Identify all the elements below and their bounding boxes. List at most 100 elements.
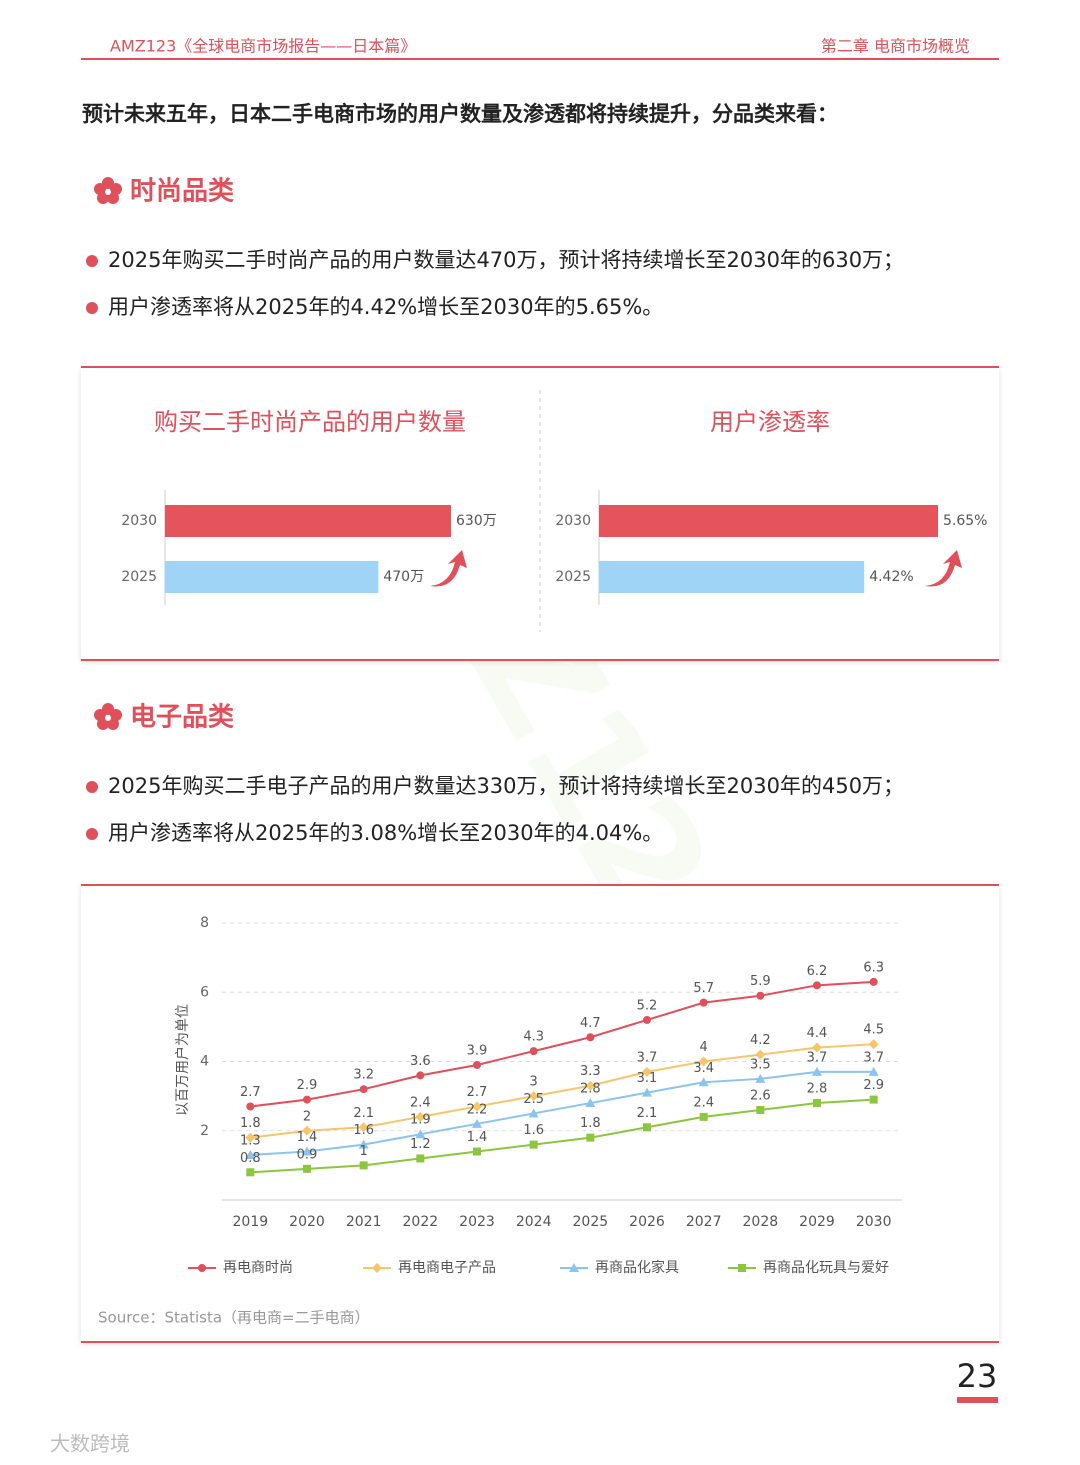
legend-marker — [372, 1263, 382, 1273]
data-label: 3.7 — [637, 1050, 658, 1065]
chart-card — [81, 885, 999, 1342]
data-label: 2.4 — [410, 1095, 431, 1110]
data-label: 0.8 — [240, 1151, 261, 1166]
x-tick-label: 2024 — [516, 1214, 552, 1230]
data-label: 3.4 — [693, 1061, 714, 1076]
x-tick-label: 2025 — [573, 1214, 609, 1230]
data-point — [246, 1102, 255, 1111]
x-tick-label: 2023 — [459, 1214, 495, 1230]
data-label: 2.2 — [467, 1102, 488, 1117]
y-tick-label: 4 — [200, 1054, 209, 1070]
data-label: 2.8 — [807, 1082, 828, 1097]
charts: 购买二手时尚产品的用户数量 2030 630万 2025 470万 用户渗透率 2030 5.… — [98, 408, 987, 1327]
data-point — [698, 1056, 709, 1067]
data-label: 3.2 — [353, 1068, 374, 1083]
data-label: 1.2 — [410, 1137, 431, 1152]
category-label: 2030 — [555, 513, 591, 529]
data-label: 4.4 — [807, 1026, 828, 1041]
data-label: 2.7 — [240, 1085, 261, 1100]
y-tick-label: 8 — [200, 915, 209, 931]
x-tick-label: 2028 — [743, 1214, 779, 1230]
page-number: 23 — [957, 1357, 998, 1395]
y-tick-label: 2 — [200, 1123, 209, 1139]
chart-title: 用户渗透率 — [710, 408, 830, 436]
data-label: 3.6 — [410, 1054, 431, 1069]
data-label: 2 — [303, 1109, 311, 1124]
data-label: 1.8 — [580, 1116, 601, 1131]
data-point — [756, 991, 765, 1000]
y-axis-label: 以百万用户为单位 — [174, 1004, 191, 1116]
data-label: 2.8 — [580, 1082, 601, 1097]
data-point — [698, 1077, 709, 1087]
bullet-dot — [86, 781, 98, 793]
source: Source：Statista（再电商=二手电商） — [98, 1309, 370, 1327]
trend-arrow — [430, 550, 467, 587]
legend-label: 再商品化玩具与爱好 — [763, 1260, 889, 1276]
data-label: 3.1 — [637, 1071, 658, 1086]
data-label: 5.9 — [750, 974, 771, 989]
section-title: 时尚品类 — [130, 177, 234, 207]
chart-title: 购买二手时尚产品的用户数量 — [154, 408, 466, 436]
data-point — [359, 1161, 368, 1170]
data-point — [755, 1049, 766, 1060]
x-tick-label: 2030 — [856, 1214, 892, 1230]
data-point — [812, 1042, 822, 1053]
header-left: AMZ123《全球电商市场报告——日本篇》 — [110, 37, 416, 56]
data-label: 4.3 — [523, 1030, 544, 1045]
data-point — [643, 1123, 651, 1132]
data-label: 1.3 — [240, 1133, 261, 1148]
data-point — [303, 1095, 311, 1104]
data-point — [359, 1085, 368, 1094]
series-line — [250, 1070, 874, 1156]
legend-marker — [569, 1263, 579, 1272]
data-label: 6.2 — [807, 964, 828, 979]
data-label: 3.3 — [580, 1064, 601, 1079]
data-point — [303, 1164, 311, 1173]
data-point — [585, 1080, 596, 1091]
data-point — [416, 1154, 425, 1163]
data-point — [699, 998, 708, 1007]
data-point — [473, 1147, 481, 1156]
data-label: 2.1 — [353, 1106, 374, 1121]
data-point — [585, 1098, 596, 1108]
data-label: 2.9 — [863, 1078, 884, 1093]
bar — [165, 505, 451, 537]
data-label: 1.9 — [410, 1113, 431, 1128]
data-point — [869, 977, 878, 986]
bar — [165, 561, 379, 593]
bullet: 用户渗透率将从2025年的3.08%增长至2030年的4.04%。 — [108, 821, 663, 845]
data-point — [245, 1132, 256, 1143]
x-tick-label: 2022 — [403, 1214, 439, 1230]
data-point — [643, 1015, 651, 1024]
data-label: 2.4 — [693, 1095, 714, 1110]
flower-icon — [94, 703, 122, 730]
data-label: 2.6 — [750, 1088, 771, 1103]
data-point — [813, 1099, 821, 1108]
intro: 预计未来五年，日本二手电商市场的用户数量及渗透都将持续提升，分品类来看： — [82, 102, 838, 126]
data-point — [868, 1039, 879, 1050]
data-label: 2.7 — [467, 1085, 488, 1100]
data-point — [642, 1066, 652, 1077]
data-point — [812, 1066, 822, 1076]
data-label: 1.8 — [240, 1116, 261, 1131]
data-label: 1.4 — [297, 1130, 318, 1145]
x-tick-label: 2026 — [629, 1214, 665, 1230]
data-point — [642, 1087, 652, 1097]
data-label: 4 — [700, 1040, 708, 1055]
value-label: 5.65% — [943, 513, 987, 529]
data-point — [699, 1112, 708, 1121]
section-title: 电子品类 — [130, 703, 234, 733]
data-label: 3 — [530, 1075, 538, 1090]
data-point — [358, 1122, 369, 1133]
bullet: 用户渗透率将从2025年的4.42%增长至2030年的5.65%。 — [108, 295, 663, 319]
data-point — [246, 1168, 255, 1177]
data-point — [358, 1139, 369, 1149]
x-tick-label: 2029 — [799, 1214, 835, 1230]
series-line — [250, 1098, 874, 1174]
data-label: 2.5 — [523, 1092, 544, 1107]
flower-icon — [94, 177, 122, 204]
data-label: 5.7 — [693, 981, 714, 996]
data-point — [868, 1066, 879, 1076]
